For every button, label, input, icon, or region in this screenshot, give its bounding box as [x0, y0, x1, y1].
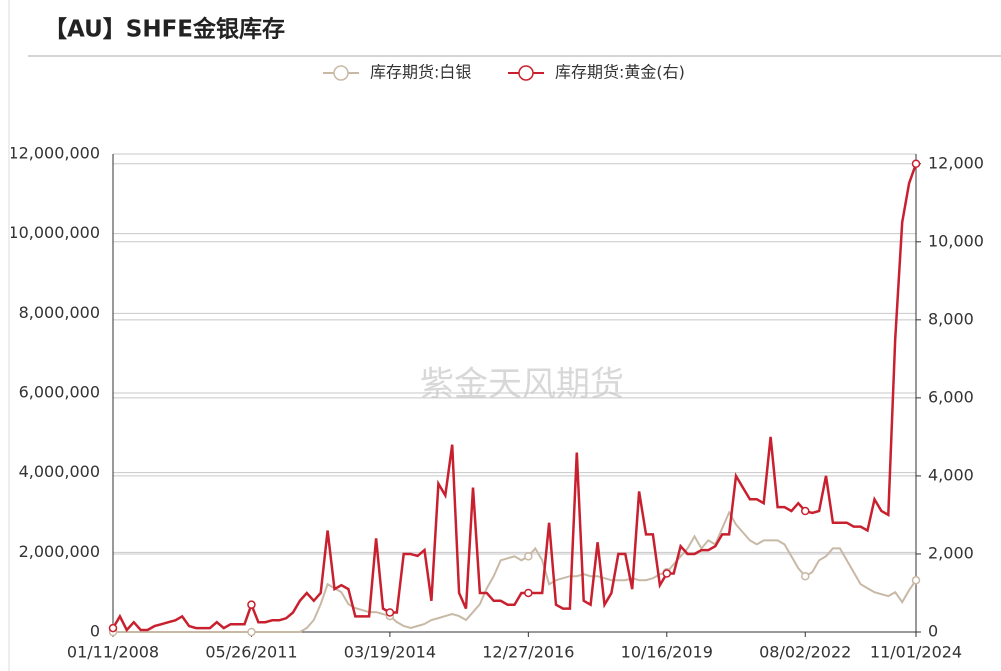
y-tick-label: 0 — [90, 622, 100, 641]
y2-tick-label: 8,000 — [928, 309, 974, 328]
x-tick-label: 08/02/2022 — [759, 643, 851, 662]
x-tick-label: 05/26/2011 — [205, 643, 297, 662]
watermark: 紫金天风期货 — [420, 365, 624, 405]
y2-tick-label: 4,000 — [928, 465, 974, 484]
y-tick-label: 2,000,000 — [19, 542, 100, 561]
y2-tick-label: 12,000 — [928, 153, 984, 172]
point-marker — [247, 627, 256, 637]
point-marker — [385, 608, 395, 617]
point-marker — [524, 552, 533, 561]
point-marker — [662, 569, 672, 578]
point-marker — [800, 571, 810, 581]
y-tick-label: 8,000,000 — [19, 303, 100, 322]
legend-marker — [518, 65, 534, 81]
chart-title: 【AU】SHFE金银库存 — [44, 16, 285, 43]
y-tick-label: 6,000,000 — [19, 383, 100, 402]
series-line — [113, 510, 917, 633]
x-tick-label: 11/01/2024 — [870, 643, 962, 662]
y-tick-label: 10,000,000 — [8, 223, 100, 242]
y2-tick-label: 10,000 — [928, 231, 984, 250]
series-line — [111, 163, 918, 633]
point-marker — [800, 506, 810, 516]
y2-tick-label: 0 — [928, 622, 938, 641]
y-tick-label: 4,000,000 — [19, 462, 100, 481]
y2-tick-label: 2,000 — [928, 543, 974, 562]
legend-label: 库存期货:白银 — [370, 63, 471, 82]
point-marker — [524, 588, 533, 598]
left-axis-labels: 0 2,000,000 4,000,000 6,000,000 8,000,000 10,… — [8, 144, 100, 641]
point-marker — [911, 159, 921, 169]
point-marker — [108, 623, 118, 633]
x-tick-label: 03/19/2014 — [344, 643, 436, 662]
x-tick-label: 12/27/2016 — [482, 643, 574, 662]
legend-label: 库存期货:黄金(右) — [555, 63, 685, 82]
x-tick-label: 01/11/2008 — [67, 643, 159, 662]
y2-tick-label: 6,000 — [928, 387, 974, 406]
legend-marker — [333, 65, 349, 81]
x-tick-label: 10/16/2019 — [621, 643, 713, 662]
y-tick-label: 12,000,000 — [8, 144, 100, 163]
point-marker — [911, 575, 921, 585]
point-marker — [247, 600, 256, 609]
